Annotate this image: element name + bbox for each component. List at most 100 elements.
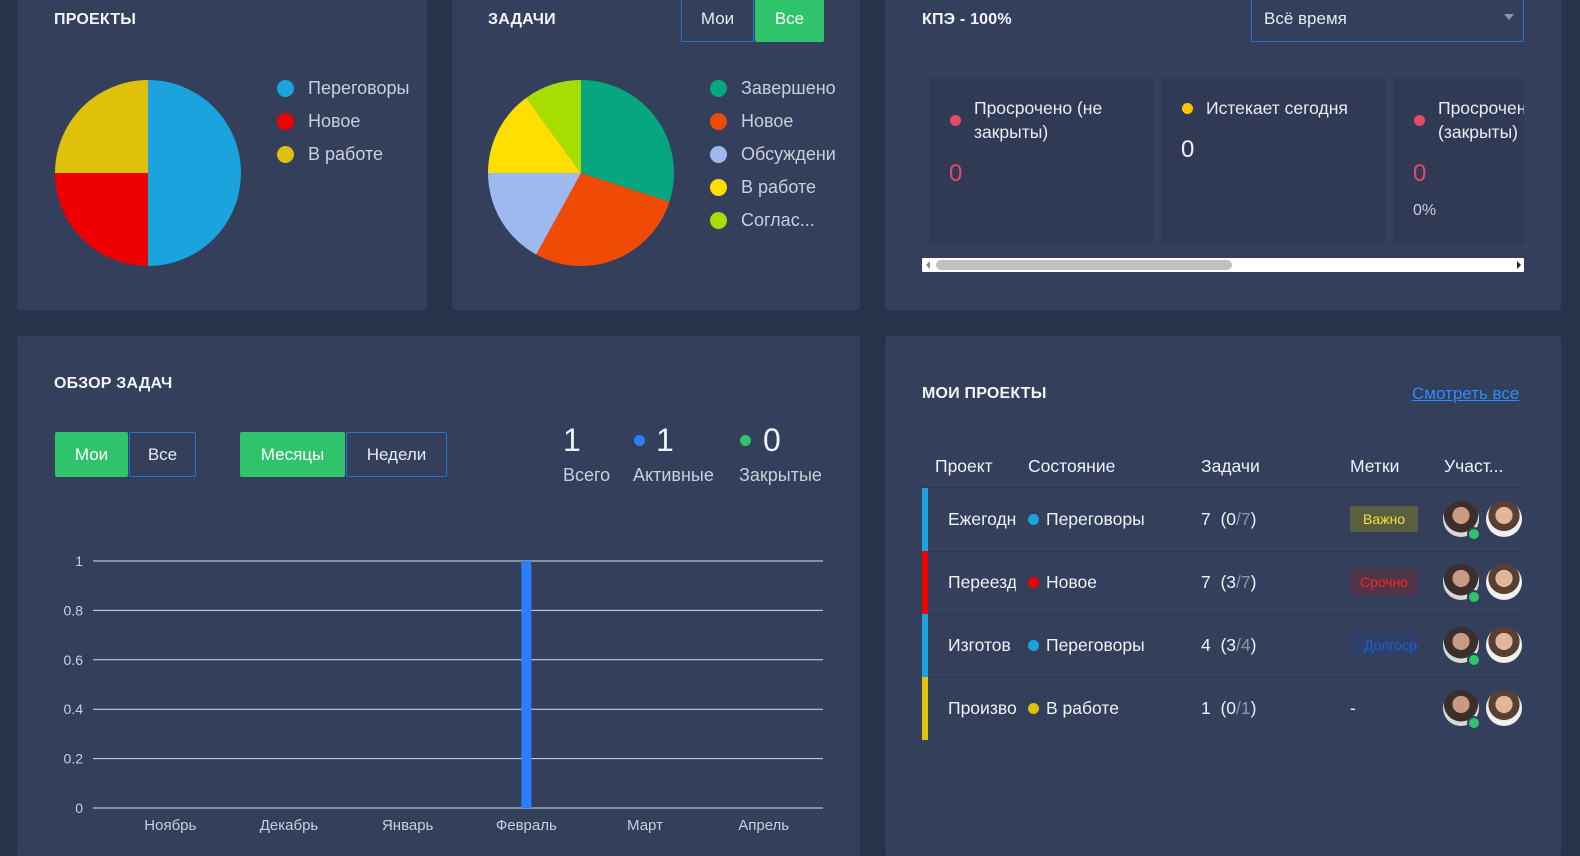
months-button[interactable]: Месяцы xyxy=(240,432,345,477)
table-row[interactable]: Произво В работе 1 (0/1) - xyxy=(922,677,1522,740)
kpi-horizontal-scrollbar[interactable] xyxy=(922,258,1524,272)
row-color-bar xyxy=(922,551,928,614)
kpi-overdue-closed: Просрочено (закрыты) 0 0% xyxy=(1394,78,1524,244)
scroll-right-icon[interactable] xyxy=(1517,261,1521,269)
pie-slice-3[interactable] xyxy=(488,97,581,173)
legend-dot-icon xyxy=(710,113,727,130)
x-tick-label: Ноябрь xyxy=(144,817,196,834)
pie-slice-1[interactable] xyxy=(55,173,148,266)
kpi-overdue-open-value: 0 xyxy=(949,160,963,187)
legend-item-in-progress[interactable]: В работе xyxy=(277,138,427,171)
avatar[interactable] xyxy=(1486,564,1522,600)
project-name[interactable]: Ежегодн xyxy=(948,509,1016,529)
overview-title: ОБЗОР ЗАДАЧ xyxy=(54,375,173,392)
status-dot-icon xyxy=(1028,640,1039,651)
tasks-pie-chart xyxy=(488,80,674,266)
tag-badge[interactable]: Долгосрочно xyxy=(1350,632,1418,658)
column-header-project[interactable]: Проект xyxy=(935,456,993,476)
project-status: Переговоры xyxy=(1028,509,1145,530)
legend-dot-icon xyxy=(710,80,727,97)
table-header-divider xyxy=(922,487,1524,488)
project-tasks: 4 (3/4) xyxy=(1201,635,1257,655)
chevron-down-icon xyxy=(1504,14,1514,20)
legend-dot-icon xyxy=(710,179,727,196)
legend-dot-icon xyxy=(710,146,727,163)
pie-slice-2[interactable] xyxy=(488,173,581,255)
online-status-icon xyxy=(1467,527,1481,541)
pie-slice-0[interactable] xyxy=(581,80,674,202)
tag-badge[interactable]: Срочно xyxy=(1350,569,1418,595)
legend-dot-icon xyxy=(277,113,294,130)
project-tasks: 7 (3/7) xyxy=(1201,572,1257,592)
y-tick-label: 0.2 xyxy=(64,751,84,767)
tasks-mine-button[interactable]: Мои xyxy=(681,0,754,42)
closed-dot-icon xyxy=(740,435,751,446)
legend-item-approval[interactable]: Соглас... xyxy=(710,204,860,237)
overview-all-button[interactable]: Все xyxy=(129,432,196,477)
period-select-value: Всё время xyxy=(1264,9,1347,28)
status-dot-icon xyxy=(1028,514,1039,525)
period-select[interactable]: Всё время xyxy=(1251,0,1524,42)
tag-badge[interactable]: Важно xyxy=(1350,506,1418,532)
legend-item-done[interactable]: Завершено xyxy=(710,72,860,105)
y-tick-label: 1 xyxy=(75,553,83,569)
table-row[interactable]: Переезд Новое 7 (3/7) Срочно xyxy=(922,551,1522,615)
stat-active-value: 1 xyxy=(656,422,674,458)
legend-item-new[interactable]: Новое xyxy=(710,105,860,138)
legend-item-in-progress[interactable]: В работе xyxy=(710,171,860,204)
column-header-tags[interactable]: Метки xyxy=(1350,456,1400,476)
column-header-status[interactable]: Состояние xyxy=(1028,456,1116,476)
project-status: В работе xyxy=(1028,698,1119,719)
projects-table: Проект Состояние Задачи Метки Участ... Е… xyxy=(922,446,1524,746)
row-color-bar xyxy=(922,488,928,551)
x-tick-label: Март xyxy=(627,817,663,834)
pie-slice-4[interactable] xyxy=(526,80,581,173)
tasks-all-button[interactable]: Все xyxy=(755,0,824,42)
project-name[interactable]: Переезд xyxy=(948,572,1016,592)
project-tasks: 7 (0/7) xyxy=(1201,509,1257,529)
legend-dot-icon xyxy=(277,146,294,163)
kpi-title: КПЭ - 100% xyxy=(922,11,1012,28)
online-status-icon xyxy=(1467,716,1481,730)
x-tick-label: Апрель xyxy=(738,817,789,834)
status-dot-icon xyxy=(1028,703,1039,714)
avatar[interactable] xyxy=(1486,690,1522,726)
overview-mine-button[interactable]: Мои xyxy=(55,432,128,477)
y-tick-label: 0.8 xyxy=(64,602,84,618)
column-header-members[interactable]: Участ... xyxy=(1444,456,1504,476)
project-status: Переговоры xyxy=(1028,635,1145,656)
scroll-left-icon[interactable] xyxy=(926,261,930,269)
kpi-overdue-open-label: Просрочено (не закрыты) xyxy=(974,98,1103,142)
kpi-expires-today-label: Истекает сегодня xyxy=(1206,98,1348,118)
column-header-tasks[interactable]: Задачи xyxy=(1201,456,1260,476)
pie-slice-2[interactable] xyxy=(55,80,148,173)
project-name[interactable]: Изготов xyxy=(948,635,1011,655)
avatar[interactable] xyxy=(1486,627,1522,663)
bar-Февраль[interactable] xyxy=(521,561,532,808)
x-tick-label: Декабрь xyxy=(260,817,319,834)
projects-card: ПРОЕКТЫ Переговоры Новое В работе xyxy=(17,0,427,310)
scroll-thumb[interactable] xyxy=(936,260,1232,270)
legend-dot-icon xyxy=(277,80,294,97)
stat-closed-label: Закрытые xyxy=(739,465,822,485)
legend-item-discussion[interactable]: Обсуждени xyxy=(710,138,860,171)
project-name[interactable]: Произво xyxy=(948,698,1016,718)
weeks-button[interactable]: Недели xyxy=(346,432,447,477)
kpi-overdue-closed-value: 0 xyxy=(1413,160,1427,187)
y-tick-label: 0.6 xyxy=(64,652,84,668)
y-tick-label: 0 xyxy=(75,800,83,816)
pie-slice-0[interactable] xyxy=(148,80,241,266)
avatar[interactable] xyxy=(1486,501,1522,537)
stat-total-value: 1 xyxy=(563,422,581,458)
view-all-link[interactable]: Смотреть все xyxy=(1412,384,1520,403)
my-projects-title: МОИ ПРОЕКТЫ xyxy=(922,385,1047,402)
table-row[interactable]: Ежегодн Переговоры 7 (0/7) Важно xyxy=(922,488,1522,552)
x-tick-label: Январь xyxy=(382,817,434,834)
row-color-bar xyxy=(922,614,928,677)
legend-item-negotiations[interactable]: Переговоры xyxy=(277,72,427,105)
pie-slice-1[interactable] xyxy=(536,173,670,266)
table-row[interactable]: Изготов Переговоры 4 (3/4) Долгосрочно xyxy=(922,614,1522,678)
legend-item-new[interactable]: Новое xyxy=(277,105,427,138)
legend-dot-icon xyxy=(710,212,727,229)
task-overview-bar-chart: 0 0.2 0.4 0.6 0.8 1 Ноябрь Декабрь Январь Февраль… xyxy=(64,553,823,834)
